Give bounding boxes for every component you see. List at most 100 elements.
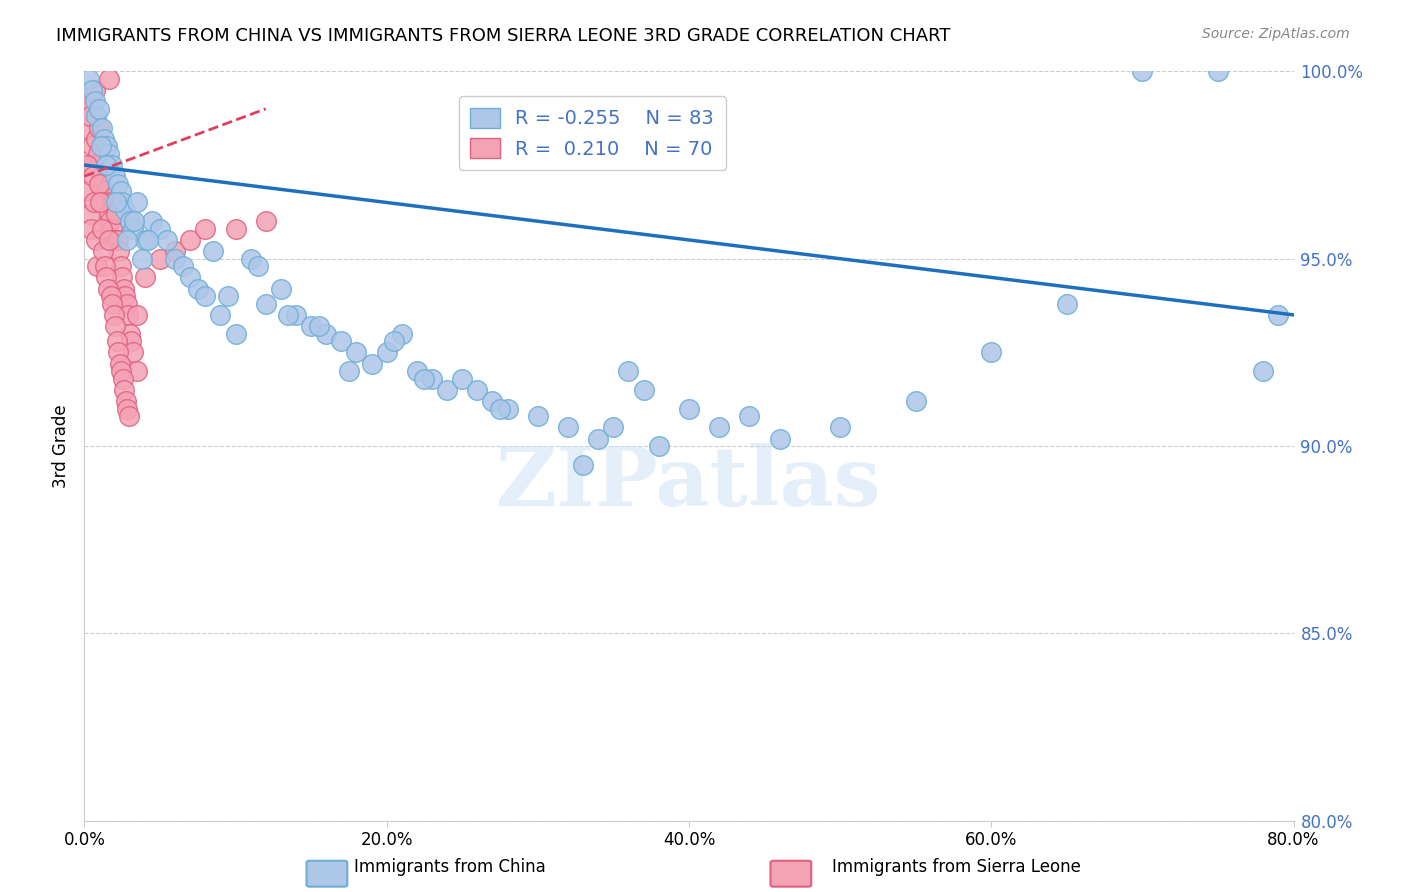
Point [82,169,104,184]
Point [110,364,132,378]
Point [134,270,156,285]
Point [194,221,217,235]
Point [1267,308,1289,322]
Point [346,345,368,359]
Point [617,364,640,378]
Point [115,296,138,310]
Point [91,120,114,135]
Point [76,158,98,172]
Point [80,139,103,153]
Point [134,233,156,247]
Point [77,95,100,109]
Point [489,401,512,416]
Point [436,383,458,397]
Point [96,270,118,285]
Point [115,394,138,409]
Point [84,95,107,109]
Point [91,244,114,259]
Text: ZIPatlas: ZIPatlas [496,443,882,524]
Point [90,139,112,153]
Point [90,221,112,235]
Text: Immigrants from Sierra Leone: Immigrants from Sierra Leone [831,858,1081,876]
Point [105,207,128,221]
Point [277,308,299,322]
Point [127,195,149,210]
Point [149,252,172,266]
Point [172,259,194,273]
Point [90,169,112,184]
Point [105,195,128,210]
Point [149,221,172,235]
Point [94,195,117,210]
Point [709,420,731,434]
Point [451,371,474,385]
Point [97,282,120,296]
Point [89,102,111,116]
Point [270,282,292,296]
Point [89,120,111,135]
Point [165,252,187,266]
Point [467,383,489,397]
Point [420,371,443,385]
Point [82,158,104,172]
Point [115,233,138,247]
Point [225,326,247,341]
Point [299,319,322,334]
Point [77,184,100,198]
Point [127,308,149,322]
Point [413,371,436,385]
Point [112,282,135,296]
Point [588,432,610,446]
Point [633,383,655,397]
Point [1056,296,1078,310]
Point [141,214,163,228]
Point [165,244,187,259]
Point [118,326,141,341]
Point [104,319,127,334]
Point [187,282,209,296]
Point [96,202,118,217]
Point [79,109,101,123]
Legend: R = -0.255    N = 83, R =  0.210    N = 70: R = -0.255 N = 83, R = 0.210 N = 70 [458,96,725,170]
Point [75,120,97,135]
Point [496,401,519,416]
Point [111,270,134,285]
Point [87,177,110,191]
Point [194,289,217,303]
Point [201,244,224,259]
Point [76,102,98,116]
Point [179,270,201,285]
Point [254,296,277,310]
Point [1253,364,1275,378]
Point [118,409,141,423]
Point [96,139,118,153]
Point [100,289,122,303]
Point [678,401,700,416]
Point [136,233,159,247]
Point [572,458,595,472]
Point [382,334,405,348]
Point [225,221,247,235]
Point [120,334,142,348]
Point [103,308,125,322]
Point [247,259,270,273]
Point [980,345,1002,359]
Point [769,432,792,446]
Point [648,439,671,453]
Point [101,195,124,210]
Y-axis label: 3rd Grade: 3rd Grade [52,404,70,488]
Point [285,308,308,322]
Point [86,259,108,273]
Point [86,132,108,146]
Point [602,420,624,434]
Point [117,308,139,322]
Point [315,326,337,341]
Point [84,83,107,97]
Point [114,202,136,217]
Point [406,364,429,378]
Point [156,233,179,247]
Point [111,195,134,210]
Point [80,221,103,235]
Point [98,214,121,228]
Point [904,394,927,409]
